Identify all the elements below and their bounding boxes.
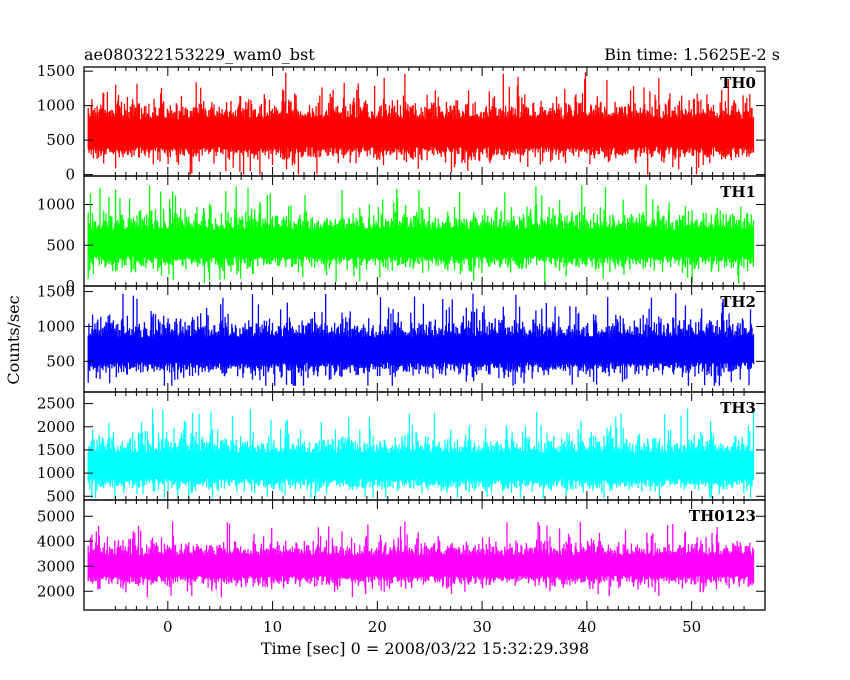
x-tick-label: 10 [263,618,282,636]
y-tick-label: 1000 [37,97,75,115]
panel-label: TH1 [720,183,756,201]
y-tick-label: 2000 [37,582,75,600]
series-th0123 [87,521,755,598]
y-tick-label: 0 [65,277,75,295]
series-th1 [87,185,755,284]
series-th2 [87,293,755,386]
y-tick-label: 1000 [37,464,75,482]
chart-title: ae080322153229_wam0_bst [84,45,315,64]
panels-group: 050010001500TH005001000TH150010001500TH2… [37,62,766,636]
y-tick-label: 1000 [37,317,75,335]
x-axis-label: Time [sec] 0 = 2008/03/22 15:32:29.398 [261,639,589,658]
y-tick-label: 500 [46,487,75,505]
panel-th2: 500 1000 1500 TH2 [37,283,766,393]
panel-label: TH3 [720,399,756,417]
y-tick-label: 2500 [37,395,75,413]
panel-th0: 0 500 1000 1500 TH0 [37,62,766,184]
bin-time-label: Bin time: 1.5625E-2 s [604,45,780,64]
x-tick-label: 40 [577,618,596,636]
x-tick-label: 50 [682,618,701,636]
x-tick-label: 20 [368,618,387,636]
y-tick-label: 1500 [37,441,75,459]
panel-th3: 500 1000 1500 2000 2500 TH3 [37,391,766,505]
x-tick-label: 0 [163,618,173,636]
y-tick-label: 1500 [37,62,75,80]
panel-th0123: 2000 3000 4000 5000 TH0123 [37,499,766,611]
y-tick-label: 500 [46,131,75,149]
y-tick-label: 1000 [37,196,75,214]
x-tick-label: 30 [473,618,492,636]
series-th3 [87,408,755,499]
y-tick-label: 4000 [37,532,75,550]
y-tick-label: 0 [65,166,75,184]
series-th0 [87,72,755,175]
y-tick-label: 2000 [37,418,75,436]
y-axis-label: Counts/sec [4,295,23,384]
y-tick-label: 500 [46,236,75,254]
y-tick-label: 5000 [37,507,75,525]
panel-th1: 0 500 1000 TH1 [37,175,766,295]
panel-label: TH2 [720,293,756,311]
y-tick-label: 1500 [37,283,75,301]
y-tick-label: 500 [46,352,75,370]
y-tick-label: 3000 [37,557,75,575]
panel-frame [83,499,766,611]
panel-label: TH0 [720,74,756,92]
panel-label: TH0123 [689,507,756,525]
